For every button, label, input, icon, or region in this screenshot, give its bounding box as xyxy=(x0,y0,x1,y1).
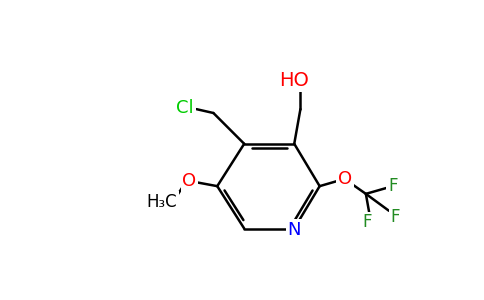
Text: HO: HO xyxy=(279,71,309,90)
Text: H₃C: H₃C xyxy=(147,193,177,211)
Text: F: F xyxy=(391,208,400,226)
Text: F: F xyxy=(363,213,372,231)
Text: F: F xyxy=(388,177,397,195)
Text: Cl: Cl xyxy=(176,99,194,117)
Text: O: O xyxy=(182,172,197,190)
Text: N: N xyxy=(287,221,301,239)
Text: O: O xyxy=(338,170,352,188)
